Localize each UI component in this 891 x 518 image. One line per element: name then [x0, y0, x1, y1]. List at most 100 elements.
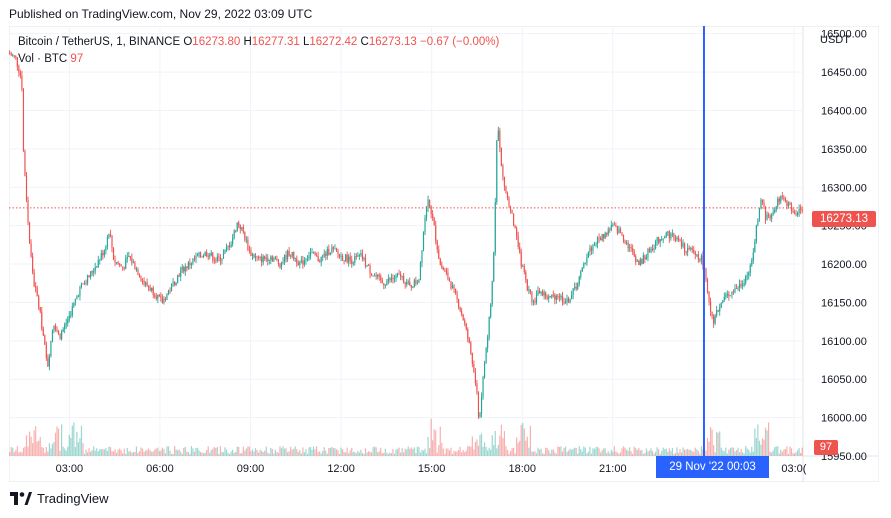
candle-body [303, 260, 305, 265]
volume-bar [157, 447, 159, 456]
footer-brand[interactable]: TradingView [37, 491, 109, 506]
volume-bar [56, 426, 58, 456]
candle-body [33, 272, 35, 287]
candle-body [293, 252, 295, 259]
volume-bar [192, 448, 194, 456]
volume-bar [90, 451, 92, 456]
candle-body [541, 291, 544, 296]
candle-body [384, 285, 386, 286]
candle-body [538, 290, 541, 294]
candle-body [238, 222, 240, 226]
volume-bar [149, 450, 151, 456]
candle-body [749, 265, 751, 273]
volume-bar [784, 448, 786, 456]
candle-body [109, 234, 112, 236]
candle-body [67, 319, 69, 324]
candle-body [604, 232, 606, 239]
volume-bar [781, 451, 783, 456]
candle-body [103, 250, 105, 256]
volume-bar [320, 453, 322, 456]
candle-body [442, 267, 444, 270]
volume-bar [45, 447, 47, 456]
candle-body [151, 287, 153, 291]
y-tick-label: 16100.00 [821, 336, 867, 348]
volume-bar [604, 448, 606, 456]
candle-body [190, 263, 193, 266]
volume-bar [487, 450, 489, 456]
volume-bar [380, 447, 382, 456]
candle-body [79, 286, 81, 297]
volume-label[interactable]: Vol · BTC [18, 53, 68, 65]
volume-bar [592, 448, 594, 456]
price-chart[interactable]: 16500.00 16450.00 16400.00 16350.00 16300.00… [9, 26, 879, 482]
volume-bar [143, 451, 145, 456]
y-tick-label: 16200.00 [821, 259, 867, 271]
candle-body [635, 256, 637, 262]
candle-body [796, 212, 799, 216]
candle-body [482, 377, 484, 398]
volume-bar [393, 453, 396, 456]
volume-bar [32, 443, 34, 456]
candle-body [383, 283, 385, 286]
candle-body [331, 247, 333, 253]
candle-body [757, 218, 759, 226]
volume-bar [290, 446, 292, 456]
volume-bar [551, 449, 553, 456]
symbol-label[interactable]: Bitcoin / TetherUS, 1, BINANCE [18, 36, 181, 48]
volume-bar [789, 446, 791, 456]
volume-bar [259, 449, 261, 456]
volume-bar [793, 453, 796, 456]
volume-bar [688, 449, 690, 456]
volume-bar [456, 451, 458, 456]
volume-bar [207, 446, 209, 456]
tradingview-logo-icon[interactable] [10, 492, 32, 505]
volume-bar [288, 451, 290, 456]
volume-bar [42, 447, 44, 456]
candle-body [274, 258, 276, 259]
candle-body [228, 245, 231, 248]
volume-bar [268, 453, 270, 456]
chart-frame[interactable]: 16500.00 16450.00 16400.00 16350.00 16300.00… [9, 26, 879, 482]
volume-bar [407, 446, 409, 456]
volume-bar [711, 429, 713, 456]
volume-bar [267, 452, 269, 456]
volume-bar [297, 451, 299, 456]
candle-body [545, 292, 547, 298]
x-tick-label: 06:00 [146, 463, 174, 475]
candle-body [285, 254, 287, 260]
candle-body [603, 233, 605, 239]
volume-bar [493, 444, 495, 456]
candle-body [253, 254, 255, 258]
volume-bar [96, 448, 98, 456]
volume-bar [271, 449, 273, 456]
volume-bar [700, 446, 702, 456]
volume-bar [658, 449, 660, 456]
candle-body [207, 255, 209, 257]
candle-body [432, 214, 434, 218]
volume-bar [529, 425, 531, 456]
candle-body [595, 244, 597, 245]
candle-body [181, 267, 183, 270]
volume-bar [44, 452, 46, 456]
candle-body [224, 249, 226, 254]
candle-body [745, 276, 747, 283]
volume-bar [717, 432, 719, 456]
volume-bar [369, 451, 371, 456]
volume-bar [348, 453, 350, 456]
volume-bar [282, 446, 284, 456]
volume-bar [772, 450, 774, 456]
currency-label[interactable]: USDT [820, 34, 850, 46]
candle-body [300, 260, 302, 262]
candle-body [621, 233, 623, 235]
volume-bar [476, 439, 478, 456]
volume-bar [427, 436, 429, 456]
volume-bar [68, 435, 70, 456]
candle-body [688, 247, 690, 249]
volume-bar [224, 447, 226, 456]
volume-bar [499, 435, 501, 456]
candle-body [270, 256, 272, 260]
volume-bar [438, 445, 440, 456]
candle-body [674, 238, 677, 240]
candle-body [488, 317, 490, 338]
candle-body [503, 176, 506, 187]
